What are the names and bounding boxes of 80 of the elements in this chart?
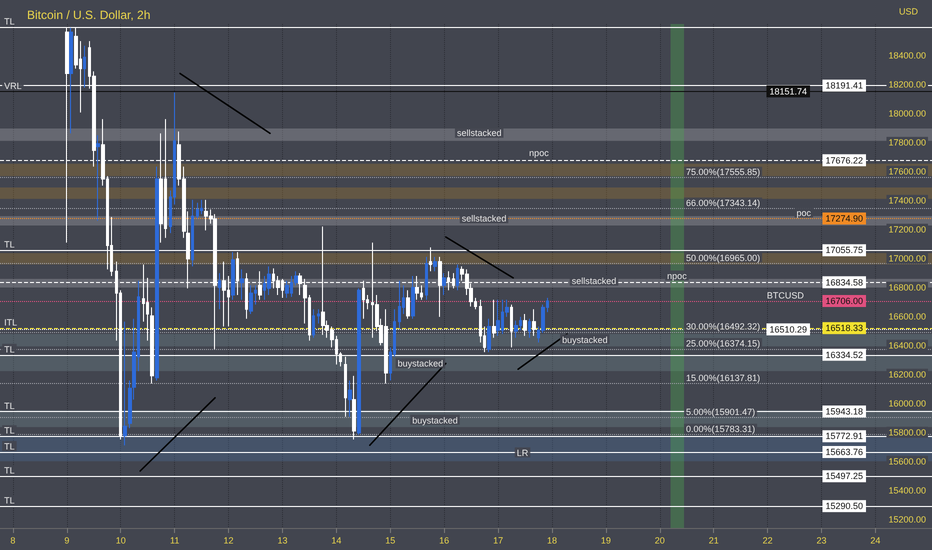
annotation: TL	[4, 401, 15, 412]
annotation: TL	[4, 496, 15, 506]
ref-line-label: 15497.25	[825, 471, 863, 482]
annotation: npoc	[667, 271, 688, 282]
y-axis-title: USD	[898, 6, 918, 16]
annotation: TL	[4, 240, 15, 250]
y-tick-label: 18400.00	[888, 50, 926, 60]
annotation: buystacked	[412, 415, 458, 426]
ref-line-label: 17055.75	[825, 245, 863, 256]
y-tick-label: 17400.00	[888, 195, 926, 206]
y-tick-label: 16000.00	[888, 398, 926, 408]
y-tick-label: 15400.00	[888, 485, 926, 496]
ref-line-label: 18191.41	[825, 80, 863, 91]
x-tick-label: 9	[64, 536, 70, 546]
y-tick-label: 17200.00	[888, 224, 926, 234]
y-tick-label: 16800.00	[888, 282, 926, 292]
x-tick-label: 11	[170, 536, 180, 546]
x-tick-label: 22	[762, 536, 773, 546]
y-tick-label: 16200.00	[888, 369, 926, 380]
annotation: sellstacked	[462, 214, 506, 224]
y-tick-label: 16600.00	[888, 311, 926, 322]
x-tick-label: 17	[493, 536, 504, 546]
annotation: ITL	[4, 318, 18, 328]
x-tick-label: 12	[224, 536, 234, 546]
annotation: 75.00%(17555.85)	[686, 167, 760, 178]
ref-line-label: 16334.52	[825, 350, 863, 360]
y-tick-label: 15600.00	[888, 456, 926, 466]
y-tick-label: 17000.00	[888, 253, 926, 264]
x-tick-label: 20	[654, 536, 665, 546]
x-tick-label: 8	[10, 536, 16, 546]
annotation: 30.00%(16492.32)	[686, 321, 760, 332]
x-tick-label: 13	[277, 536, 288, 546]
x-tick-label: 19	[600, 536, 611, 546]
x-tick-label: 14	[331, 536, 342, 546]
x-tick-label: 15	[385, 536, 396, 546]
ref-line-label: 17274.90	[825, 213, 863, 224]
ref-line-label: 15943.18	[825, 406, 863, 417]
annotation: TL	[4, 442, 15, 452]
annotation: LR	[516, 448, 529, 458]
annotation: sellstacked	[456, 128, 502, 138]
annotation: sellstacked	[572, 276, 616, 286]
y-tick-label: 17600.00	[888, 166, 926, 176]
x-tick-label: 10	[116, 536, 126, 546]
annotation: 15.00%(16137.81)	[686, 372, 760, 383]
annotation: poc	[796, 208, 812, 218]
annotation: 5.00%(15901.47)	[686, 407, 756, 418]
x-tick-label: 18	[546, 536, 557, 546]
x-tick-label: 16	[439, 536, 450, 546]
annotation: buystacked	[398, 358, 444, 369]
y-tick-label: 15200.00	[888, 514, 926, 524]
annotation: buystacked	[562, 334, 608, 345]
annotation: TL	[4, 344, 15, 354]
ref-line-label: 15290.50	[825, 501, 863, 512]
ref-line-label: 16510.29	[769, 324, 807, 334]
annotation: TL	[4, 16, 15, 27]
ref-line-label: 15772.91	[825, 431, 863, 442]
y-tick-label: 16400.00	[888, 340, 926, 350]
ref-line-label: 16834.58	[825, 277, 863, 288]
ref-line-label: 16706.00	[825, 296, 863, 306]
annotation: TL	[4, 466, 15, 476]
y-tick-label: 18200.00	[888, 79, 926, 90]
x-tick-label: 24	[870, 536, 880, 546]
y-tick-label: 18000.00	[888, 108, 926, 118]
annotation: TL	[4, 426, 15, 436]
annotation: 0.00%(15783.31)	[686, 424, 756, 434]
chart-title: Bitcoin / U.S. Dollar, 2h	[27, 8, 150, 22]
annotation: 50.00%(16965.00)	[686, 252, 760, 263]
y-tick-label: 17800.00	[888, 137, 926, 148]
annotation: 66.00%(17343.14)	[686, 198, 760, 208]
x-tick-label: 23	[816, 536, 827, 546]
ref-line-label: 17676.22	[825, 155, 863, 166]
ref-line-label: 16518.33	[825, 323, 863, 334]
x-tick-label: 21	[708, 536, 719, 546]
y-tick-label: 15800.00	[888, 427, 926, 438]
ref-line-label: 15663.76	[825, 447, 863, 458]
ref-line-label: 18151.74	[769, 86, 807, 96]
annotation: npoc	[529, 148, 550, 158]
annotation: 25.00%(16374.15)	[686, 338, 760, 349]
annotation: BTCUSD	[766, 290, 804, 300]
annotation: VRL	[4, 80, 22, 91]
